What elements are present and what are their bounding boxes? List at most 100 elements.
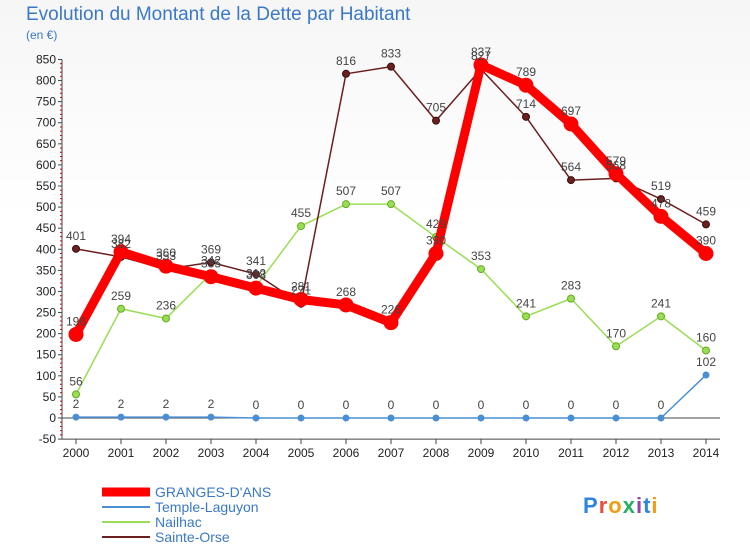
- data-label: 478: [651, 196, 671, 210]
- y-tick-label: 550: [36, 179, 56, 193]
- data-point: [117, 413, 125, 421]
- data-point: [698, 245, 714, 261]
- data-label: 241: [516, 296, 536, 310]
- data-label: 789: [516, 65, 536, 79]
- y-tick-label: 350: [36, 263, 56, 277]
- y-tick-label: 850: [36, 52, 56, 66]
- series-line-0: [71, 60, 711, 339]
- data-point: [387, 62, 395, 71]
- data-label: 342: [201, 254, 221, 268]
- x-tick-label: 2001: [108, 446, 135, 460]
- logo-letter: i: [635, 493, 644, 518]
- x-tick-label: 2014: [693, 446, 720, 460]
- chart-title: Evolution du Montant de la Dette par Hab…: [26, 4, 411, 25]
- logo-letter: x: [622, 493, 636, 518]
- data-point: [432, 116, 440, 125]
- data-label: 568: [606, 158, 626, 172]
- data-point: [383, 315, 399, 331]
- y-tick-label: 300: [36, 284, 56, 298]
- data-label: 2: [73, 397, 80, 411]
- data-label: 455: [291, 206, 311, 220]
- x-tick-label: 2009: [468, 446, 495, 460]
- data-point: [252, 270, 260, 279]
- data-point: [297, 414, 305, 422]
- data-point: [567, 294, 575, 303]
- data-label: 0: [658, 398, 665, 412]
- y-tick-label: 400: [36, 242, 56, 256]
- logo-letter: t: [643, 493, 652, 518]
- data-label: 226: [381, 303, 401, 317]
- y-tick-label: 750: [36, 95, 56, 109]
- y-tick-label: 250: [36, 306, 56, 320]
- y-tick-label: 700: [36, 116, 56, 130]
- data-point: [657, 195, 665, 204]
- data-point: [297, 222, 305, 231]
- data-label: 0: [613, 398, 620, 412]
- x-tick-label: 2013: [648, 446, 675, 460]
- x-tick-label: 2005: [288, 446, 315, 460]
- data-point: [653, 208, 669, 224]
- x-tick-label: 2011: [558, 446, 584, 460]
- data-point: [72, 413, 80, 421]
- data-point: [342, 69, 350, 78]
- data-point: [702, 371, 710, 379]
- data-label: 390: [426, 233, 446, 247]
- data-point: [608, 166, 624, 182]
- data-label: 827: [471, 49, 491, 63]
- x-tick-label: 2010: [513, 446, 540, 460]
- y-tick-label: 200: [36, 327, 56, 341]
- logo-letter: P: [583, 493, 599, 518]
- x-tick-label: 2007: [378, 446, 405, 460]
- data-label: 0: [253, 398, 260, 412]
- legend-label: GRANGES-D'ANS: [155, 484, 271, 500]
- data-label: 459: [696, 204, 716, 218]
- data-label: 390: [696, 233, 716, 247]
- data-point: [387, 414, 395, 422]
- data-point: [522, 312, 530, 321]
- data-label: 369: [201, 242, 221, 256]
- data-point: [567, 176, 575, 185]
- legend-label: Nailhac: [155, 514, 202, 530]
- data-label: 308: [246, 268, 266, 282]
- data-point: [522, 414, 530, 422]
- data-label: 0: [388, 398, 395, 412]
- legend-label: Temple-Laguyon: [155, 499, 259, 515]
- data-label: 714: [516, 97, 536, 111]
- data-label: 2: [163, 397, 170, 411]
- data-label: 341: [246, 254, 266, 268]
- data-label: 236: [156, 298, 176, 312]
- data-point: [207, 413, 215, 421]
- data-label: 705: [426, 101, 446, 115]
- y-tick-label: 650: [36, 137, 56, 151]
- y-tick-label: 150: [36, 348, 56, 362]
- data-point: [117, 304, 125, 313]
- data-label: 394: [111, 232, 131, 246]
- x-tick-label: 2000: [63, 446, 90, 460]
- data-point: [207, 258, 215, 267]
- logo-letter: r: [598, 493, 609, 518]
- data-point: [387, 200, 395, 209]
- proxiti-logo: Proxiti: [583, 493, 659, 519]
- data-point: [612, 342, 620, 351]
- data-point: [72, 244, 80, 253]
- data-point: [203, 269, 219, 285]
- x-tick-label: 2002: [153, 446, 180, 460]
- x-tick-label: 2012: [603, 446, 630, 460]
- y-tick-label: 600: [36, 158, 56, 172]
- data-label: 198: [66, 314, 86, 328]
- y-tick-label: 800: [36, 74, 56, 88]
- data-label: 353: [156, 249, 176, 263]
- data-label: 102: [696, 355, 716, 369]
- data-point: [113, 244, 129, 260]
- data-label: 382: [111, 237, 131, 251]
- data-point: [248, 280, 264, 296]
- data-label: 160: [696, 331, 716, 345]
- data-point: [162, 413, 170, 421]
- data-point: [522, 112, 530, 121]
- data-point: [342, 414, 350, 422]
- data-point: [563, 116, 579, 132]
- data-label: 271: [291, 284, 311, 298]
- data-label: 2: [208, 397, 215, 411]
